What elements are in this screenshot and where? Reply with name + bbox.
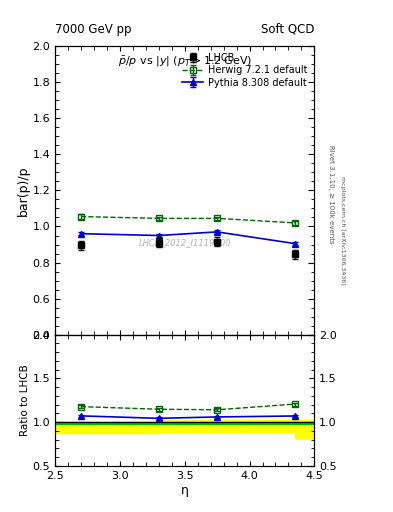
Y-axis label: Ratio to LHCB: Ratio to LHCB	[20, 365, 29, 436]
Text: mcplots.cern.ch [arXiv:1306.3436]: mcplots.cern.ch [arXiv:1306.3436]	[340, 176, 345, 285]
Text: $\bar{p}/p$ vs $|y|$ ($p_{T} > 1.2$ GeV): $\bar{p}/p$ vs $|y|$ ($p_{T} > 1.2$ GeV)	[118, 55, 252, 69]
X-axis label: η: η	[181, 483, 189, 497]
Text: Soft QCD: Soft QCD	[261, 23, 314, 36]
Text: 7000 GeV pp: 7000 GeV pp	[55, 23, 132, 36]
Text: LHCB_2012_I1119400: LHCB_2012_I1119400	[138, 238, 231, 247]
Legend: LHCB, Herwig 7.2.1 default, Pythia 8.308 default: LHCB, Herwig 7.2.1 default, Pythia 8.308…	[180, 51, 310, 90]
Y-axis label: bar(p)/p: bar(p)/p	[17, 165, 29, 216]
Text: Rivet 3.1.10, ≥ 100k events: Rivet 3.1.10, ≥ 100k events	[328, 145, 334, 244]
